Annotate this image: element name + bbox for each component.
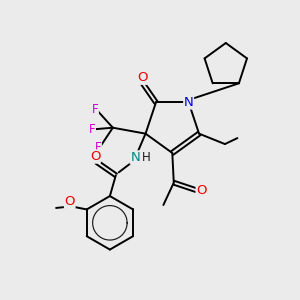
- Text: H: H: [142, 151, 151, 164]
- Text: O: O: [137, 71, 148, 84]
- Text: F: F: [95, 140, 101, 154]
- Text: F: F: [89, 123, 95, 136]
- Text: O: O: [64, 195, 75, 208]
- Text: O: O: [196, 184, 207, 196]
- Text: N: N: [184, 96, 194, 109]
- Text: O: O: [90, 150, 100, 163]
- Text: F: F: [92, 103, 98, 116]
- Text: N: N: [130, 151, 140, 164]
